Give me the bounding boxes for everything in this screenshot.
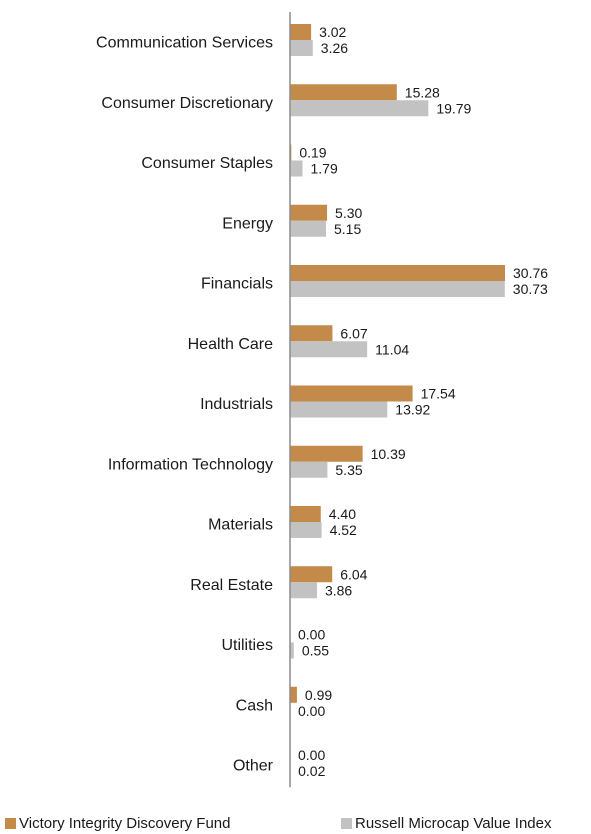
value-label-fund-communication-services: 3.02	[319, 24, 346, 40]
value-label-index-industrials: 13.92	[395, 402, 430, 418]
value-label-index-other: 0.02	[298, 763, 325, 779]
value-label-fund-information-technology: 10.39	[371, 446, 406, 462]
category-label-utilities: Utilities	[221, 637, 273, 654]
value-label-fund-energy: 5.30	[335, 205, 362, 221]
value-label-fund-other: 0.00	[298, 747, 325, 763]
value-label-index-materials: 4.52	[330, 522, 357, 538]
bar-index-financials	[290, 281, 505, 297]
value-label-fund-financials: 30.76	[513, 265, 548, 281]
value-label-fund-consumer-staples: 0.19	[299, 145, 326, 161]
bar-index-health-care	[290, 341, 368, 358]
category-label-other: Other	[233, 758, 274, 775]
category-label-health-care: Health Care	[188, 336, 273, 353]
bar-fund-financials	[290, 265, 505, 281]
category-label-cash: Cash	[236, 697, 273, 714]
value-label-index-consumer-discretionary: 19.79	[436, 100, 471, 116]
bar-fund-health-care	[290, 325, 333, 342]
bar-index-utilities	[290, 642, 294, 659]
bar-index-materials	[290, 522, 322, 538]
legend-label-index: Russell Microcap Value Index	[355, 815, 552, 832]
legend-swatch-fund	[5, 818, 16, 829]
category-label-consumer-staples: Consumer Staples	[141, 155, 273, 172]
bar-fund-energy	[290, 204, 328, 221]
legend: Victory Integrity Discovery Fund Russell…	[0, 815, 591, 834]
category-label-information-technology: Information Technology	[108, 456, 273, 473]
value-label-fund-utilities: 0.00	[298, 627, 325, 643]
value-label-fund-industrials: 17.54	[421, 386, 456, 402]
bar-fund-consumer-discretionary	[290, 84, 397, 101]
bar-fund-communication-services	[290, 24, 312, 40]
category-label-communication-services: Communication Services	[96, 35, 273, 52]
bar-index-energy	[290, 220, 326, 237]
category-label-materials: Materials	[208, 517, 273, 534]
value-label-fund-consumer-discretionary: 15.28	[405, 84, 440, 100]
legend-item-index: Russell Microcap Value Index	[341, 815, 551, 832]
bars-layer	[290, 24, 505, 779]
value-label-index-cash: 0.00	[298, 703, 325, 719]
category-label-real-estate: Real Estate	[190, 577, 273, 594]
bar-index-consumer-staples	[290, 160, 303, 177]
value-label-fund-health-care: 6.07	[340, 325, 367, 341]
bar-index-consumer-discretionary	[290, 100, 429, 117]
value-label-index-real-estate: 3.86	[325, 582, 352, 598]
category-label-industrials: Industrials	[200, 396, 273, 413]
legend-label-fund: Victory Integrity Discovery Fund	[19, 815, 231, 832]
value-label-index-communication-services: 3.26	[321, 40, 348, 56]
bar-fund-cash	[290, 686, 297, 703]
value-label-index-health-care: 11.04	[375, 341, 409, 357]
value-label-index-financials: 30.73	[513, 281, 548, 297]
bar-index-industrials	[290, 401, 388, 418]
legend-item-fund: Victory Integrity Discovery Fund	[5, 815, 230, 832]
bar-index-real-estate	[290, 582, 317, 599]
value-label-index-utilities: 0.55	[302, 643, 329, 659]
legend-swatch-index	[341, 818, 352, 829]
category-labels: Communication Services Consumer Discretio…	[96, 35, 274, 775]
value-label-index-energy: 5.15	[334, 221, 361, 237]
bar-fund-real-estate	[290, 566, 333, 583]
value-label-fund-cash: 0.99	[305, 687, 332, 703]
category-label-consumer-discretionary: Consumer Discretionary	[101, 95, 273, 112]
value-label-index-consumer-staples: 1.79	[311, 161, 338, 177]
category-label-financials: Financials	[201, 276, 273, 293]
value-label-index-information-technology: 5.35	[335, 462, 362, 478]
bar-fund-materials	[290, 506, 321, 522]
value-label-fund-materials: 4.40	[329, 506, 356, 522]
value-labels: 3.023.2615.2819.790.191.795.305.1530.763…	[298, 24, 548, 779]
value-label-fund-real-estate: 6.04	[340, 566, 367, 582]
bar-index-information-technology	[290, 461, 328, 478]
bar-fund-information-technology	[290, 445, 363, 462]
category-label-energy: Energy	[222, 215, 273, 232]
bar-index-communication-services	[290, 40, 313, 56]
bar-fund-industrials	[290, 385, 413, 402]
